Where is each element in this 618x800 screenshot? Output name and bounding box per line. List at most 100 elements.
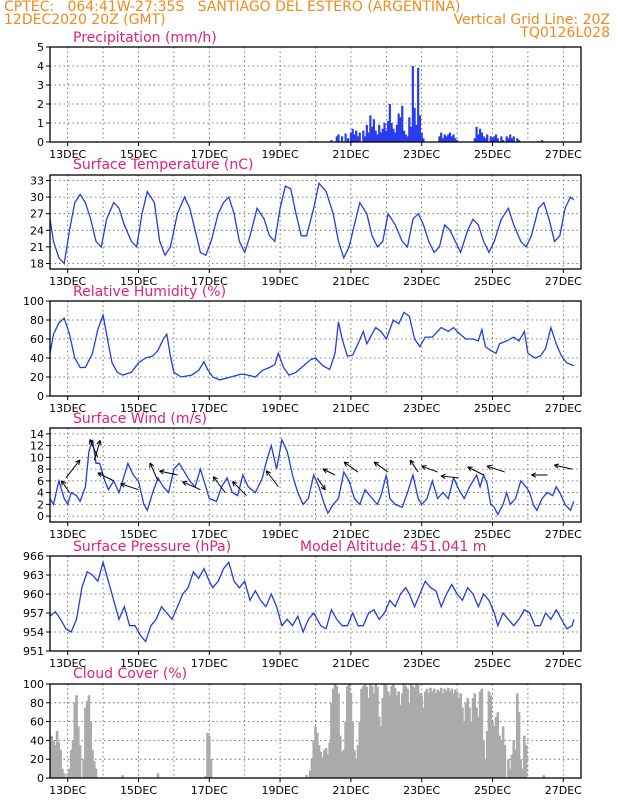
cloud-bar: [514, 749, 517, 778]
cloud-bar: [423, 691, 427, 778]
cloud-bar: [353, 749, 356, 778]
cloud-bar: [89, 721, 93, 778]
precip-bar: [415, 124, 418, 142]
y-tick-label: 4: [37, 487, 44, 500]
cloud-bar: [323, 749, 326, 778]
cloud-bar: [438, 691, 441, 778]
cloud-bar: [344, 721, 347, 778]
cloud-bar: [441, 693, 445, 778]
cloud-bar: [480, 688, 484, 778]
cloud-bar: [503, 745, 507, 778]
cloud-bar: [432, 688, 436, 778]
cloud-bar: [519, 759, 523, 778]
cloud-bar: [413, 687, 416, 778]
y-tick-label: 18: [30, 257, 44, 270]
wind-vector-arrow: [467, 466, 484, 476]
x-tick-label: 19DEC: [262, 402, 299, 415]
cloud-bar: [330, 702, 333, 778]
y-tick-label: 963: [23, 569, 44, 582]
cloud-panel: [46, 683, 582, 782]
cloud-bar: [392, 684, 395, 778]
cloud-bar: [450, 688, 454, 778]
precip-bar: [510, 138, 514, 142]
precip-bar: [383, 123, 386, 142]
cloud-bar: [507, 759, 510, 778]
cloud-bar: [208, 735, 211, 778]
precip-bar: [456, 140, 459, 142]
cloud-bar: [379, 726, 383, 778]
cloud-bar: [209, 759, 213, 778]
cloud-bar: [82, 759, 85, 778]
precip-bar: [404, 134, 407, 142]
cloud-bar: [94, 768, 98, 778]
precip-bar: [385, 130, 388, 142]
precip-bar: [420, 132, 423, 142]
precip-bar: [344, 133, 347, 142]
x-tick-label: 19DEC: [262, 657, 299, 670]
cloud-bar: [512, 740, 516, 778]
cloud-bar: [477, 716, 480, 778]
wind-vector-arrow: [486, 464, 506, 473]
cloud-bar: [91, 749, 94, 778]
y-tick-label: 60: [30, 333, 44, 346]
cloud-bar: [305, 775, 308, 778]
cloud-bar: [420, 695, 423, 778]
cloud-bar: [204, 776, 208, 778]
cloud-bar: [374, 684, 377, 778]
y-tick-label: 0: [37, 136, 44, 149]
x-tick-label: 23DEC: [403, 784, 440, 797]
cloud-bar: [385, 685, 388, 778]
precip-bar: [392, 128, 395, 142]
cloud-bar: [434, 693, 438, 778]
cloud-bar: [376, 686, 379, 778]
precip-bar: [445, 136, 448, 142]
rh-series-line: [49, 311, 575, 381]
precip-bar: [500, 136, 503, 142]
cloud-bar: [59, 749, 62, 778]
precip-bar: [484, 138, 487, 142]
cloud-bar: [331, 688, 335, 778]
wind-title: Surface Wind (m/s): [73, 411, 207, 427]
cloud-bar: [62, 773, 66, 778]
cloud-bar: [443, 688, 447, 778]
wind-vector-arrow: [212, 476, 226, 493]
precip-bar: [441, 138, 445, 142]
precip-bar: [494, 134, 498, 142]
precip-panel: [46, 46, 582, 146]
precip-bar: [477, 134, 480, 142]
cloud-bar: [78, 745, 82, 778]
precip-bar: [447, 134, 450, 142]
precip-bar: [330, 140, 333, 142]
y-tick-label: 957: [23, 607, 44, 620]
wind-vector-arrow: [65, 459, 81, 479]
precip-bar: [516, 138, 519, 142]
precip-bar: [365, 124, 368, 142]
x-tick-label: 25DEC: [474, 275, 511, 288]
x-tick-label: 15DEC: [120, 528, 157, 541]
rh-title: Relative Humidity (%): [73, 284, 226, 300]
cloud-bar: [494, 716, 498, 778]
cloud-bar: [312, 740, 316, 778]
rh-panel: [46, 300, 582, 400]
cloud-bar: [52, 740, 55, 778]
cloud-bar: [346, 685, 349, 778]
x-tick-label: 17DEC: [191, 148, 228, 161]
precip-bar: [440, 132, 443, 142]
precip-bar: [507, 138, 510, 142]
y-tick-label: 40: [30, 734, 44, 747]
y-tick-label: 40: [30, 352, 44, 365]
cloud-bar: [491, 721, 494, 778]
x-tick-label: 13DEC: [49, 148, 86, 161]
precip-bar: [540, 140, 544, 142]
x-tick-label: 15DEC: [120, 657, 157, 670]
cloud-bar: [452, 693, 455, 778]
cloud-bar: [369, 684, 372, 778]
cloud-bar: [427, 693, 431, 778]
wind-vector-arrow: [421, 465, 438, 473]
y-tick-label: 60: [30, 716, 44, 729]
cloud-bar: [386, 691, 390, 778]
precip-bar: [381, 128, 384, 142]
wind-vector-arrow: [231, 481, 247, 496]
cloud-bar: [342, 749, 346, 778]
cloud-bar: [473, 693, 477, 778]
